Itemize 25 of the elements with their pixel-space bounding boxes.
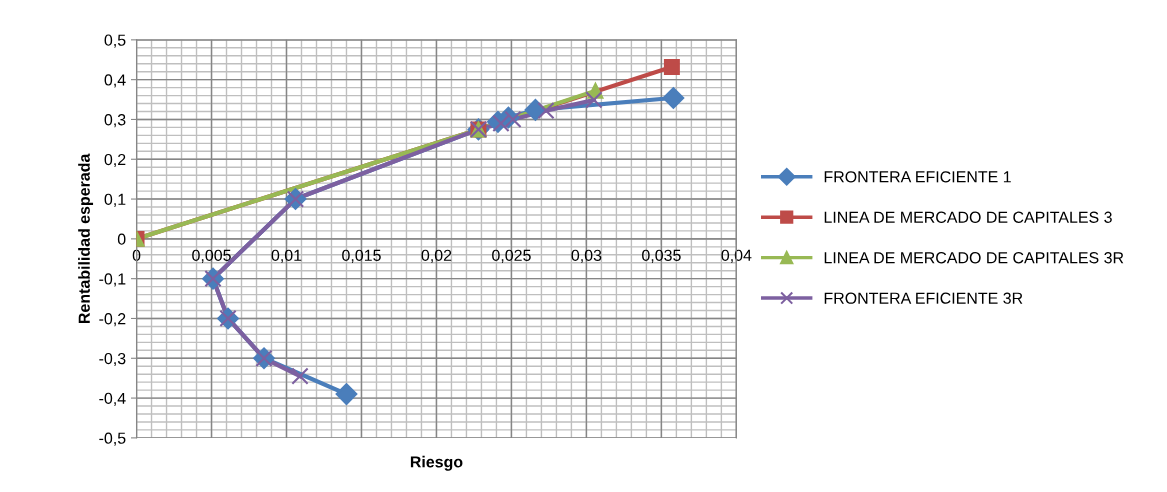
y-tick-label: -0,5	[99, 432, 126, 446]
x-tick-label: 0,025	[492, 249, 531, 263]
y-tick-label: 0,3	[104, 114, 126, 128]
legend-label: LINEA DE MERCADO DE CAPITALES 3R	[824, 252, 1124, 264]
y-tick-label: -0,4	[99, 392, 126, 406]
y-tick-label: 0,5	[104, 34, 126, 48]
x-tick-label: 0,035	[642, 249, 681, 263]
x-axis-title: Riesgo	[410, 455, 463, 471]
x-tick-label: 0,02	[421, 249, 452, 263]
legend-label: FRONTERA EFICIENTE 3R	[824, 292, 1023, 304]
legend-label: LINEA DE MERCADO DE CAPITALES 3	[824, 211, 1112, 223]
y-tick-label: 0,4	[104, 74, 126, 88]
y-tick-label: -0,2	[99, 313, 126, 327]
y-tick-label: 0,2	[104, 153, 126, 168]
y-tick-label: 0	[117, 233, 126, 245]
x-tick-label: 0,04	[721, 249, 752, 263]
legend-label: FRONTERA EFICIENTE 1	[824, 171, 1011, 183]
y-tick-label: 0,1	[104, 193, 126, 207]
x-tick-label: 0,005	[192, 249, 231, 263]
y-axis-title: Rentabilidad esperada	[78, 153, 94, 323]
y-tick-label: -0,3	[99, 352, 126, 367]
x-tick-label: 0,03	[571, 249, 602, 263]
x-tick-label: 0,015	[342, 249, 381, 263]
y-tick-label: -0,1	[99, 273, 126, 287]
x-tick-label: 0,01	[271, 249, 302, 263]
